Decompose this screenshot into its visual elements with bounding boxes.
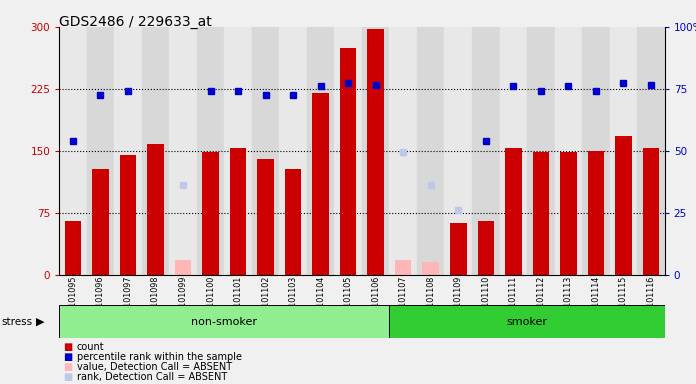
Text: percentile rank within the sample: percentile rank within the sample — [77, 352, 242, 362]
Bar — [500, 27, 527, 275]
Bar — [472, 27, 500, 275]
Bar — [582, 27, 610, 275]
Bar — [532, 152, 549, 275]
Bar — [279, 27, 307, 275]
Bar — [230, 148, 246, 275]
Bar — [114, 27, 142, 275]
Bar — [417, 27, 445, 275]
Text: GDS2486 / 229633_at: GDS2486 / 229633_at — [59, 15, 212, 29]
Text: smoker: smoker — [507, 316, 548, 327]
Bar — [642, 148, 659, 275]
Bar — [527, 27, 555, 275]
Text: non-smoker: non-smoker — [191, 316, 258, 327]
Bar — [203, 152, 219, 275]
Bar — [505, 148, 521, 275]
Text: rank, Detection Call = ABSENT: rank, Detection Call = ABSENT — [77, 372, 227, 382]
Bar — [560, 152, 576, 275]
Bar — [390, 305, 665, 338]
Bar — [148, 144, 164, 275]
Bar — [142, 27, 169, 275]
Bar — [422, 262, 439, 275]
Bar — [59, 305, 390, 338]
Bar — [390, 27, 417, 275]
Bar — [224, 27, 252, 275]
Bar — [252, 27, 279, 275]
Bar — [555, 27, 582, 275]
Bar — [307, 27, 334, 275]
Text: ▶: ▶ — [36, 316, 45, 327]
Bar — [587, 151, 604, 275]
Text: count: count — [77, 342, 104, 352]
Text: ■: ■ — [63, 352, 72, 362]
Text: value, Detection Call = ABSENT: value, Detection Call = ABSENT — [77, 362, 232, 372]
Bar — [313, 93, 329, 275]
Bar — [169, 27, 197, 275]
Bar — [87, 27, 114, 275]
Bar — [175, 260, 191, 275]
Bar — [197, 27, 224, 275]
Bar — [92, 169, 109, 275]
Bar — [362, 27, 390, 275]
Bar — [477, 221, 494, 275]
Text: ■: ■ — [63, 342, 72, 352]
Bar — [445, 27, 472, 275]
Text: stress: stress — [1, 316, 33, 327]
Bar — [120, 155, 136, 275]
Bar — [395, 260, 411, 275]
Bar — [59, 27, 87, 275]
Bar — [367, 29, 384, 275]
Text: ■: ■ — [63, 362, 72, 372]
Bar — [615, 136, 632, 275]
Bar — [340, 48, 356, 275]
Bar — [637, 27, 665, 275]
Bar — [258, 159, 274, 275]
Bar — [450, 223, 466, 275]
Bar — [610, 27, 637, 275]
Bar — [334, 27, 362, 275]
Bar — [285, 169, 301, 275]
Bar — [65, 221, 81, 275]
Text: ■: ■ — [63, 372, 72, 382]
